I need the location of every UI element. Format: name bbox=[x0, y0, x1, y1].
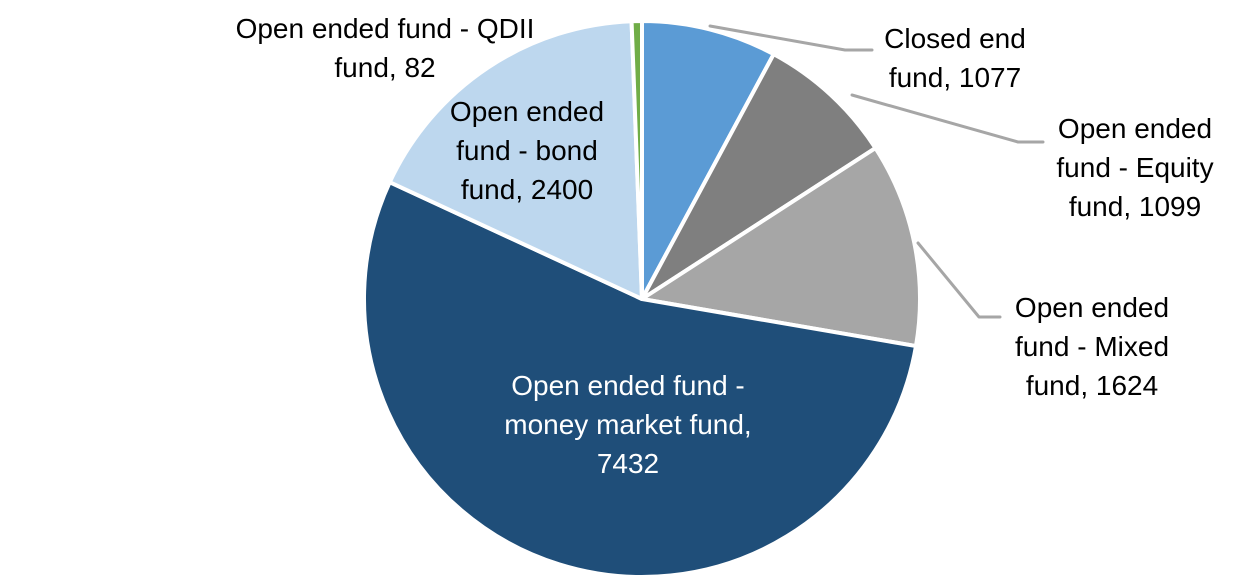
slice-label-4-line-3: 7432 bbox=[596, 448, 660, 479]
leader-line-3 bbox=[916, 241, 1002, 319]
slice-label-2: Open ended fund - Equity fund, 1099 bbox=[1005, 109, 1250, 226]
slice-label-1-line-2: fund, 1077 bbox=[888, 62, 1022, 93]
slice-label-3-line-3: fund, 1624 bbox=[1025, 370, 1159, 401]
slice-label-3-line-2: fund - Mixed bbox=[1014, 331, 1170, 362]
slice-label-5-line-1: Open ended bbox=[449, 96, 605, 127]
pie-slice-2 bbox=[640, 52, 878, 301]
pie-slice-5 bbox=[387, 19, 644, 301]
slice-label-5-line-3: fund, 2400 bbox=[460, 174, 594, 205]
slice-label-5-line-2: fund - bond bbox=[456, 135, 598, 166]
slice-label-1-line-1: Closed end bbox=[884, 23, 1026, 54]
slice-label-4: Open ended fund - money market fund, 7432 bbox=[458, 366, 798, 483]
pie-slice-1 bbox=[640, 19, 776, 301]
slice-label-3-line-1: Open ended bbox=[1014, 292, 1170, 323]
slice-label-5: Open ended fund - bond fund, 2400 bbox=[387, 92, 667, 209]
slice-label-2-line-1: Open ended bbox=[1057, 113, 1213, 144]
slice-label-6-line-1: Open ended fund - QDII bbox=[235, 13, 535, 44]
slice-label-2-line-3: fund, 1099 bbox=[1068, 191, 1202, 222]
pie-slice-3 bbox=[640, 146, 922, 349]
slice-label-2-line-2: fund - Equity bbox=[1056, 152, 1214, 183]
leader-line-1 bbox=[708, 24, 874, 52]
pie-slice-6 bbox=[629, 19, 644, 301]
leader-line-2 bbox=[850, 93, 1045, 144]
slice-label-1: Closed end fund, 1077 bbox=[805, 19, 1105, 97]
slice-label-6-line-2: fund, 82 bbox=[334, 52, 436, 83]
slice-label-3: Open ended fund - Mixed fund, 1624 bbox=[962, 288, 1222, 405]
pie-slice-4 bbox=[362, 180, 918, 579]
slice-label-4-line-2: money market fund, bbox=[504, 409, 752, 440]
slice-label-6: Open ended fund - QDII fund, 82 bbox=[195, 9, 575, 87]
slice-label-4-line-1: Open ended fund - bbox=[511, 370, 745, 401]
